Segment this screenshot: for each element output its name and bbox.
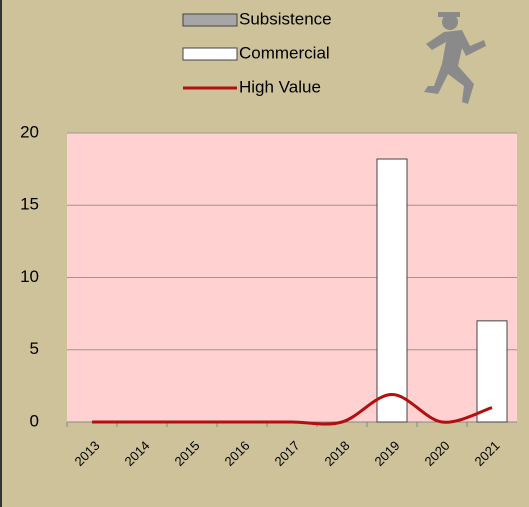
border — [0, 0, 2, 507]
legend-swatch — [182, 13, 238, 27]
y-tick-label: 5 — [30, 339, 39, 358]
runner-icon — [424, 12, 486, 104]
y-tick-label: 10 — [20, 267, 39, 286]
legend-label: Subsistence — [239, 9, 332, 28]
line — [91, 393, 493, 426]
legend-label: Commercial — [239, 43, 330, 62]
bar — [476, 320, 508, 423]
legend-label: High Value — [239, 77, 321, 96]
y-tick-label: 20 — [20, 122, 39, 141]
y-tick-label: 15 — [20, 195, 39, 214]
y-tick-label: 0 — [30, 411, 39, 430]
legend-swatch — [182, 47, 238, 61]
bar — [376, 158, 408, 423]
